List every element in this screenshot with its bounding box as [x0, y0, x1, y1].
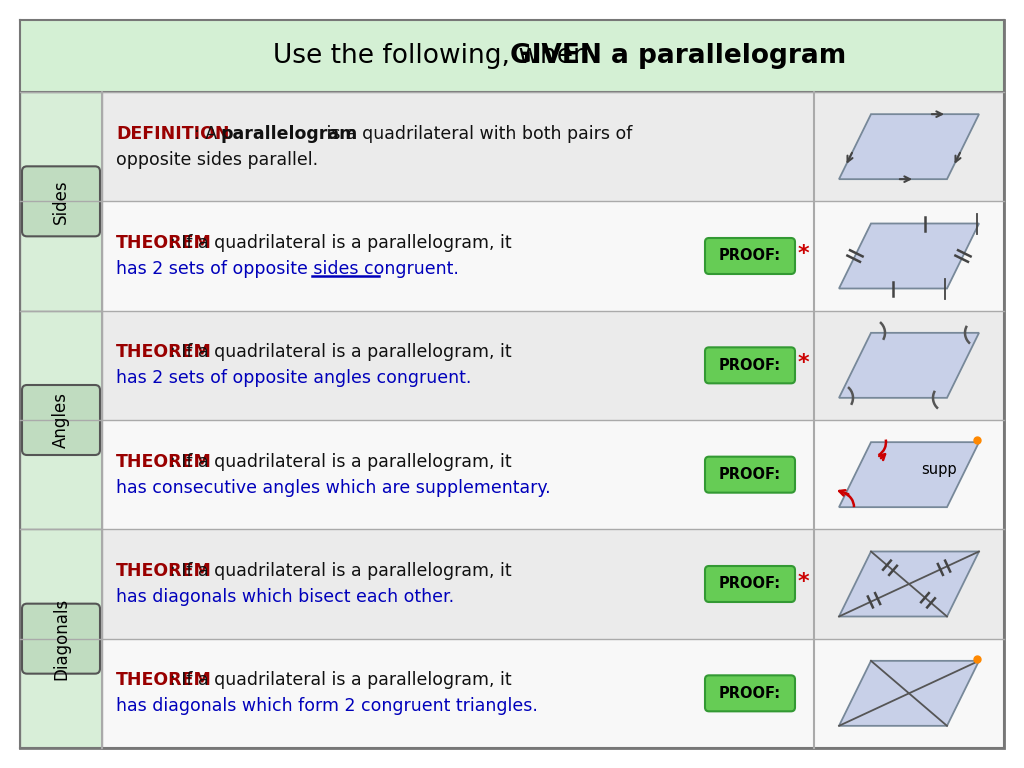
Text: *: *	[798, 353, 809, 373]
Polygon shape	[839, 223, 979, 289]
Text: : If a quadrilateral is a parallelogram, it: : If a quadrilateral is a parallelogram,…	[170, 562, 512, 580]
Text: *: *	[798, 572, 809, 592]
Text: has consecutive angles which are supplementary.: has consecutive angles which are supplem…	[116, 478, 551, 497]
FancyBboxPatch shape	[22, 167, 100, 237]
Text: is a quadrilateral with both pairs of: is a quadrilateral with both pairs of	[322, 124, 633, 143]
Text: PROOF:: PROOF:	[719, 249, 781, 263]
Text: : If a quadrilateral is a parallelogram, it: : If a quadrilateral is a parallelogram,…	[170, 671, 512, 690]
FancyBboxPatch shape	[705, 675, 795, 711]
Bar	[20, 311, 102, 529]
Text: *: *	[798, 244, 809, 264]
Text: : A: : A	[194, 124, 222, 143]
FancyBboxPatch shape	[705, 457, 795, 492]
Text: :: :	[741, 43, 751, 69]
Text: PROOF:: PROOF:	[719, 686, 781, 701]
Text: PROOF:: PROOF:	[719, 577, 781, 591]
FancyBboxPatch shape	[705, 566, 795, 602]
Bar	[20, 529, 102, 748]
FancyBboxPatch shape	[22, 385, 100, 455]
FancyBboxPatch shape	[22, 604, 100, 674]
Text: THEOREM: THEOREM	[116, 562, 212, 580]
Text: Angles: Angles	[52, 392, 70, 448]
Bar	[20, 92, 102, 311]
Text: THEOREM: THEOREM	[116, 671, 212, 690]
Bar	[102, 311, 1004, 420]
Text: has diagonals which form 2 congruent triangles.: has diagonals which form 2 congruent tri…	[116, 697, 538, 715]
Polygon shape	[839, 333, 979, 398]
Text: Use the following, when: Use the following, when	[272, 43, 598, 69]
Text: opposite sides parallel.: opposite sides parallel.	[116, 151, 318, 169]
Bar	[102, 92, 1004, 201]
FancyBboxPatch shape	[705, 347, 795, 383]
Text: has 2 sets of opposite sides congruent.: has 2 sets of opposite sides congruent.	[116, 260, 459, 278]
Text: THEOREM: THEOREM	[116, 234, 212, 252]
Text: has 2 sets of opposite angles congruent.: has 2 sets of opposite angles congruent.	[116, 369, 471, 387]
Bar	[102, 420, 1004, 529]
Polygon shape	[839, 114, 979, 179]
Text: : If a quadrilateral is a parallelogram, it: : If a quadrilateral is a parallelogram,…	[170, 234, 512, 252]
Text: DEFINITION: DEFINITION	[116, 124, 229, 143]
Text: Diagonals: Diagonals	[52, 598, 70, 680]
Bar	[20, 20, 1004, 92]
Text: supp: supp	[921, 462, 956, 477]
Text: Sides: Sides	[52, 179, 70, 223]
Text: THEOREM: THEOREM	[116, 343, 212, 361]
Text: PROOF:: PROOF:	[719, 358, 781, 372]
Polygon shape	[839, 442, 979, 507]
Text: parallelogram: parallelogram	[220, 124, 357, 143]
Text: GIVEN a parallelogram: GIVEN a parallelogram	[510, 43, 846, 69]
Text: : If a quadrilateral is a parallelogram, it: : If a quadrilateral is a parallelogram,…	[170, 343, 512, 361]
Bar	[102, 639, 1004, 748]
Text: : If a quadrilateral is a parallelogram, it: : If a quadrilateral is a parallelogram,…	[170, 452, 512, 471]
Polygon shape	[839, 660, 979, 726]
Text: THEOREM: THEOREM	[116, 452, 212, 471]
FancyBboxPatch shape	[705, 238, 795, 274]
Bar	[102, 529, 1004, 639]
Bar	[102, 201, 1004, 311]
Polygon shape	[839, 551, 979, 617]
Text: has diagonals which bisect each other.: has diagonals which bisect each other.	[116, 588, 454, 606]
Text: PROOF:: PROOF:	[719, 467, 781, 482]
